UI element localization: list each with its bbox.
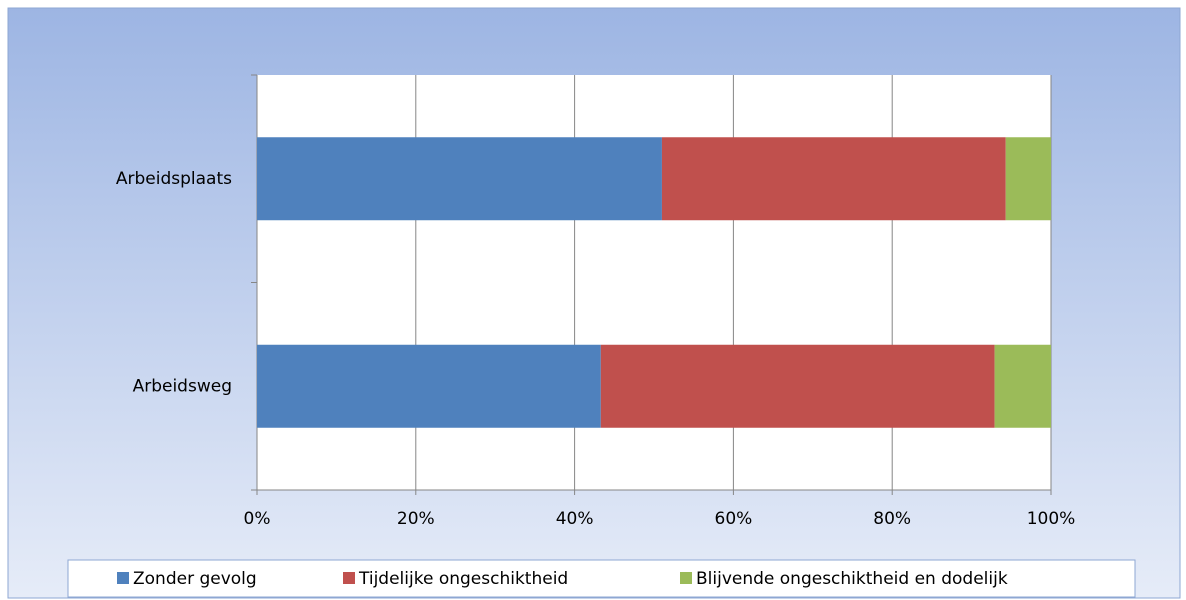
x-tick-label: 40% (556, 509, 594, 529)
x-tick-label: 0% (244, 509, 271, 529)
bar-segment (257, 137, 662, 221)
bar-segment (257, 344, 601, 428)
y-tick-label: Arbeidsweg (133, 376, 232, 396)
legend-swatch (343, 572, 355, 584)
bar-segment (1005, 137, 1051, 221)
x-tick-label: 100% (1027, 509, 1076, 529)
x-tick-label: 80% (873, 509, 911, 529)
legend-label: Tijdelijke ongeschiktheid (358, 569, 568, 589)
legend-label: Zonder gevolg (133, 569, 257, 589)
legend-swatch (117, 572, 129, 584)
legend-label: Blijvende ongeschiktheid en dodelijk (696, 569, 1008, 589)
x-tick-label: 60% (715, 509, 753, 529)
y-tick-label: Arbeidsplaats (116, 169, 232, 189)
legend-box (67, 559, 1136, 598)
bar-segment (994, 344, 1051, 428)
legend-swatch (680, 572, 692, 584)
bar-segment (661, 137, 1006, 221)
x-tick-label: 20% (397, 509, 435, 529)
bar-segment (600, 344, 995, 428)
